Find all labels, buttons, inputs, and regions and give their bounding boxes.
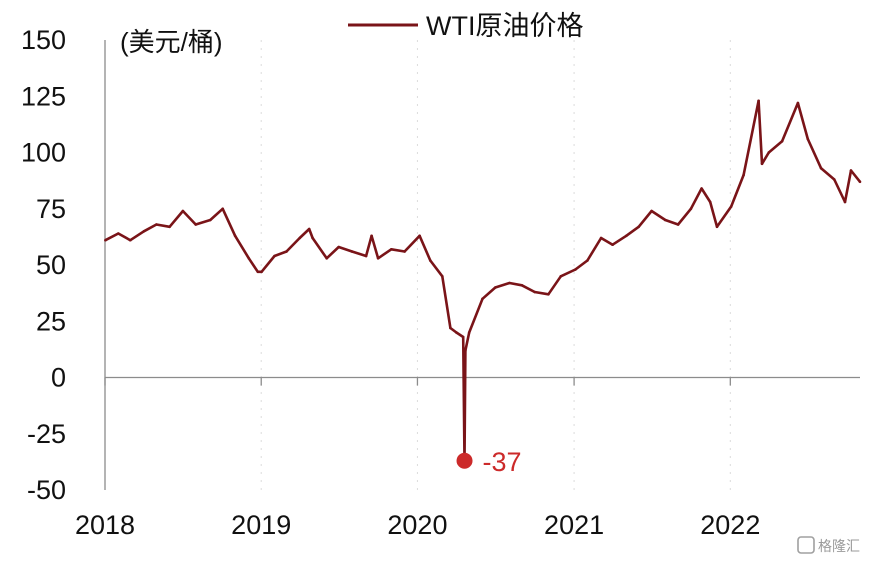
y-tick-label: 125 bbox=[21, 81, 66, 111]
series-point bbox=[574, 268, 577, 271]
series-point bbox=[715, 225, 719, 229]
y-tick-label: 75 bbox=[36, 194, 66, 224]
annotation-label: -37 bbox=[483, 447, 522, 477]
series-point bbox=[441, 275, 444, 278]
legend-label: WTI原油价格 bbox=[426, 11, 583, 41]
y-tick-labels: 150 125 100 75 50 25 0 -25 -50 bbox=[21, 25, 66, 505]
series-point bbox=[104, 238, 107, 242]
series-point bbox=[650, 209, 653, 213]
series-point bbox=[233, 234, 237, 238]
series-point bbox=[142, 230, 146, 233]
series-point bbox=[464, 349, 467, 352]
series-point bbox=[376, 257, 380, 260]
series-point bbox=[843, 200, 847, 204]
y-tick-label: 100 bbox=[21, 138, 66, 168]
series-point bbox=[611, 243, 614, 246]
series-point bbox=[467, 331, 471, 334]
series-point bbox=[337, 245, 341, 249]
series-point bbox=[209, 218, 212, 222]
series-point bbox=[559, 275, 563, 278]
series-point bbox=[364, 254, 368, 258]
series-point bbox=[796, 101, 800, 105]
series-point bbox=[819, 167, 823, 170]
series-point bbox=[247, 257, 251, 260]
annotation-point bbox=[456, 452, 473, 469]
series-point bbox=[429, 259, 432, 262]
x-tick-label: 2019 bbox=[231, 510, 291, 540]
series-point bbox=[599, 236, 603, 240]
watermark-text: 格隆汇 bbox=[818, 539, 860, 555]
x-axis bbox=[104, 376, 860, 386]
x-tick-label: 2018 bbox=[75, 510, 135, 540]
series-point bbox=[729, 205, 733, 208]
y-tick-label: -50 bbox=[27, 475, 66, 505]
series-points bbox=[104, 99, 862, 463]
series-point bbox=[418, 234, 421, 238]
series-point bbox=[403, 250, 406, 253]
series-point bbox=[273, 254, 276, 258]
series-point bbox=[194, 223, 197, 226]
series-point bbox=[256, 270, 260, 274]
series-point bbox=[760, 162, 764, 166]
series-point bbox=[767, 151, 771, 154]
series-point bbox=[757, 99, 760, 103]
series-point bbox=[449, 326, 452, 330]
series-point bbox=[806, 137, 810, 141]
series-point bbox=[700, 187, 703, 190]
series-point bbox=[780, 140, 784, 143]
x-tick-labels: 2018 2019 2020 2021 2022 bbox=[75, 510, 760, 540]
series-point bbox=[455, 331, 458, 334]
series-point bbox=[533, 290, 536, 294]
series-point bbox=[547, 293, 550, 296]
series-point bbox=[181, 209, 185, 213]
series-point bbox=[637, 225, 640, 229]
series-point bbox=[390, 248, 393, 251]
series-point bbox=[676, 223, 680, 226]
y-tick-label: 25 bbox=[36, 306, 66, 336]
series-point bbox=[508, 281, 511, 285]
y-tick-label: 150 bbox=[21, 25, 66, 55]
series-point bbox=[155, 223, 158, 226]
series-point bbox=[833, 178, 836, 181]
y-tick-label: 50 bbox=[36, 250, 66, 280]
unit-label: (美元/桶) bbox=[120, 27, 223, 57]
series-point bbox=[325, 257, 329, 260]
series-point bbox=[117, 232, 120, 235]
wti-price-line bbox=[104, 99, 862, 463]
series-point bbox=[307, 227, 311, 231]
series-point bbox=[461, 335, 465, 339]
series-point bbox=[298, 236, 302, 240]
series-point bbox=[285, 250, 288, 253]
series-point bbox=[494, 286, 497, 289]
series-point bbox=[129, 238, 132, 242]
series-point bbox=[849, 169, 853, 172]
series-point bbox=[742, 173, 745, 177]
series-point bbox=[858, 180, 862, 184]
watermark-logo-icon bbox=[797, 536, 815, 554]
series-point bbox=[221, 207, 224, 211]
series-point bbox=[168, 225, 171, 229]
x-tick-label: 2021 bbox=[544, 510, 604, 540]
x-tick-label: 2022 bbox=[700, 510, 760, 540]
grid-lines bbox=[260, 40, 731, 490]
series-point bbox=[586, 259, 589, 262]
series-point bbox=[520, 284, 524, 287]
series-point bbox=[664, 218, 667, 222]
series-point bbox=[625, 234, 628, 238]
legend: WTI原油价格 bbox=[348, 11, 583, 41]
series-point bbox=[689, 207, 693, 211]
series-point bbox=[481, 297, 484, 301]
series-point bbox=[260, 270, 263, 274]
x-tick-label: 2020 bbox=[387, 510, 447, 540]
series-point bbox=[350, 250, 354, 253]
series-point bbox=[311, 236, 314, 240]
series-point bbox=[370, 234, 373, 238]
y-tick-label: -25 bbox=[27, 419, 66, 449]
y-tick-label: 0 bbox=[51, 363, 66, 393]
watermark: 格隆汇 bbox=[797, 536, 860, 555]
series-point bbox=[708, 200, 712, 204]
